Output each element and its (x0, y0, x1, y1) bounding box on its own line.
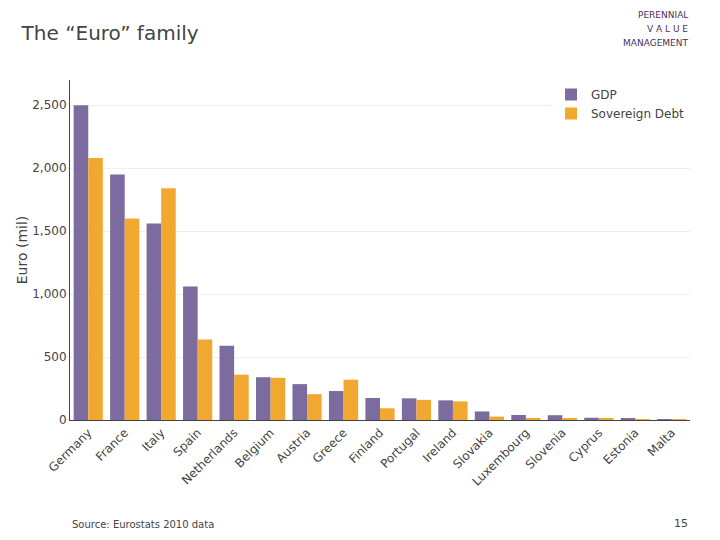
svg-text:Austria: Austria (274, 426, 314, 466)
svg-text:GDP: GDP (591, 88, 617, 102)
svg-text:Greece: Greece (310, 426, 350, 466)
svg-text:France: France (93, 426, 131, 464)
svg-text:Euro (mil): Euro (mil) (14, 216, 30, 285)
svg-text:Slovenia: Slovenia (523, 426, 569, 472)
svg-text:Estonia: Estonia (601, 426, 642, 467)
svg-text:15: 15 (674, 517, 688, 530)
svg-text:Luxembourg: Luxembourg (469, 426, 532, 489)
svg-text:V A L U E: V A L U E (647, 24, 688, 34)
svg-text:MANAGEMENT: MANAGEMENT (623, 38, 688, 48)
svg-text:Source: Eurostats 2010 data: Source: Eurostats 2010 data (72, 519, 214, 530)
svg-text:2,000: 2,000 (32, 161, 66, 175)
svg-text:500: 500 (44, 350, 67, 364)
svg-text:Netherlands: Netherlands (179, 426, 241, 488)
svg-text:Ireland: Ireland (420, 426, 459, 465)
svg-text:Malta: Malta (645, 426, 678, 459)
svg-text:1,500: 1,500 (32, 224, 66, 238)
svg-text:2,500: 2,500 (32, 98, 66, 112)
svg-text:Cyprus: Cyprus (566, 426, 606, 466)
svg-text:1,000: 1,000 (32, 287, 66, 301)
svg-text:0: 0 (59, 413, 67, 427)
svg-text:Finland: Finland (346, 426, 386, 466)
svg-text:Slovakia: Slovakia (450, 426, 496, 472)
svg-text:Sovereign Debt: Sovereign Debt (591, 107, 684, 121)
svg-text:Spain: Spain (170, 426, 204, 460)
svg-text:The “Euro” family: The “Euro” family (21, 21, 199, 45)
svg-text:Belgium: Belgium (232, 426, 277, 471)
svg-text:PERENNIAL: PERENNIAL (638, 10, 688, 20)
svg-text:Germany: Germany (46, 426, 95, 475)
svg-text:Portugal: Portugal (378, 426, 423, 471)
svg-text:Italy: Italy (139, 426, 167, 454)
